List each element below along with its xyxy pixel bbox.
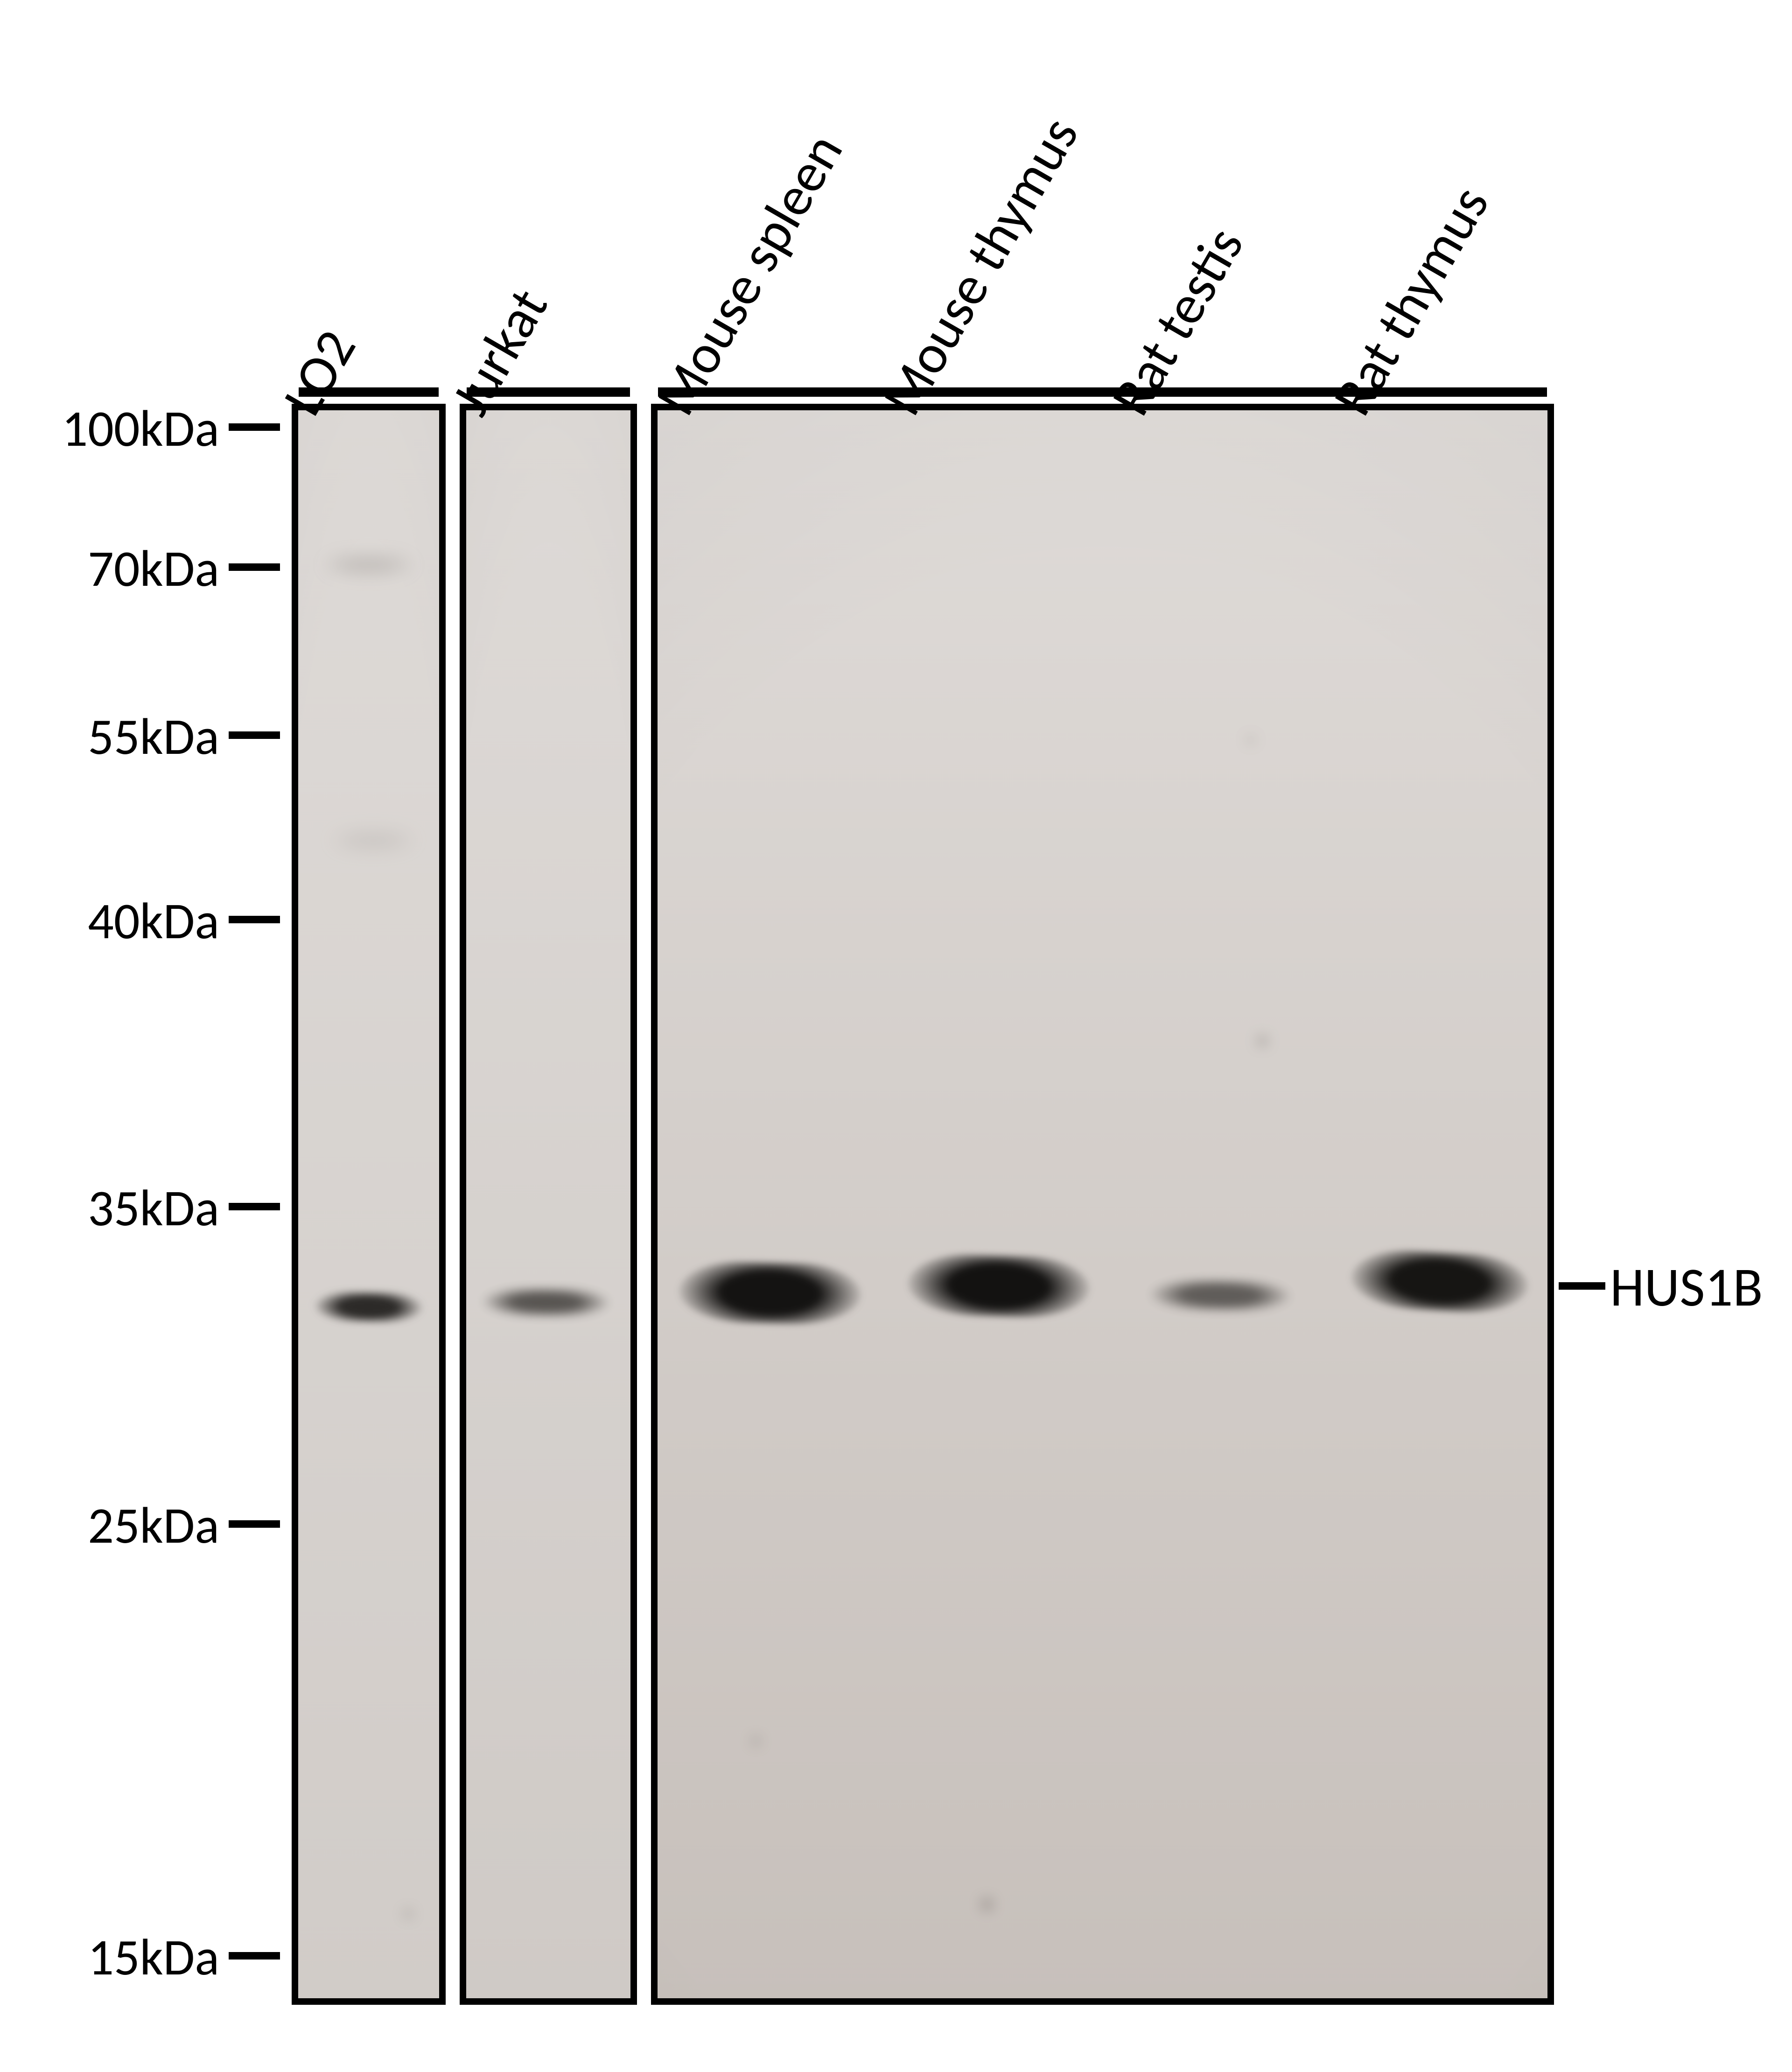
film-speckle-4 — [1247, 736, 1254, 744]
panel-2-film — [460, 404, 637, 2005]
mw-label-100kDa: 100kDa — [0, 397, 219, 460]
mw-tick-55kDa — [229, 731, 280, 739]
panel-2 — [460, 404, 637, 2005]
panel-3-film — [651, 404, 1554, 2005]
panel-1-film — [292, 404, 446, 2005]
mw-label-55kDa: 55kDa — [0, 705, 219, 768]
mw-label-15kDa: 15kDa — [0, 1925, 219, 1988]
mw-tick-25kDa — [229, 1520, 280, 1528]
lane-label-mouse-spleen: Mouse spleen — [642, 122, 856, 427]
panel-3 — [651, 404, 1554, 2005]
mw-tick-15kDa — [229, 1952, 280, 1960]
western-blot-figure: 100kDa70kDa55kDa40kDa35kDa25kDa15kDaLO2J… — [0, 0, 1792, 2072]
band-rat-testis — [1150, 1280, 1291, 1311]
band-lo2-ghost45 — [329, 832, 418, 849]
band-jurkat — [483, 1289, 609, 1316]
band-mouse-spleen — [679, 1261, 862, 1326]
lane-label-mouse-thymus: Mouse thymus — [868, 105, 1092, 427]
film-speckle-1 — [752, 1737, 760, 1745]
band-lo2 — [315, 1292, 422, 1322]
mw-tick-40kDa — [229, 916, 280, 923]
mw-label-25kDa: 25kDa — [0, 1494, 219, 1557]
mw-label-35kDa: 35kDa — [0, 1176, 219, 1239]
film-speckle-3 — [404, 1910, 413, 1918]
film-speckle-0 — [1258, 1036, 1267, 1046]
panel-1 — [292, 404, 446, 2005]
mw-label-40kDa: 40kDa — [0, 889, 219, 952]
film-speckle-2 — [981, 1898, 993, 1910]
target-tick — [1559, 1282, 1605, 1290]
mw-tick-100kDa — [229, 423, 280, 431]
band-lo2-ghost70 — [322, 555, 415, 574]
mw-tick-35kDa — [229, 1203, 280, 1210]
mw-label-70kDa: 70kDa — [0, 537, 219, 600]
target-label: HUS1B — [1610, 1253, 1763, 1320]
mw-tick-70kDa — [229, 563, 280, 571]
